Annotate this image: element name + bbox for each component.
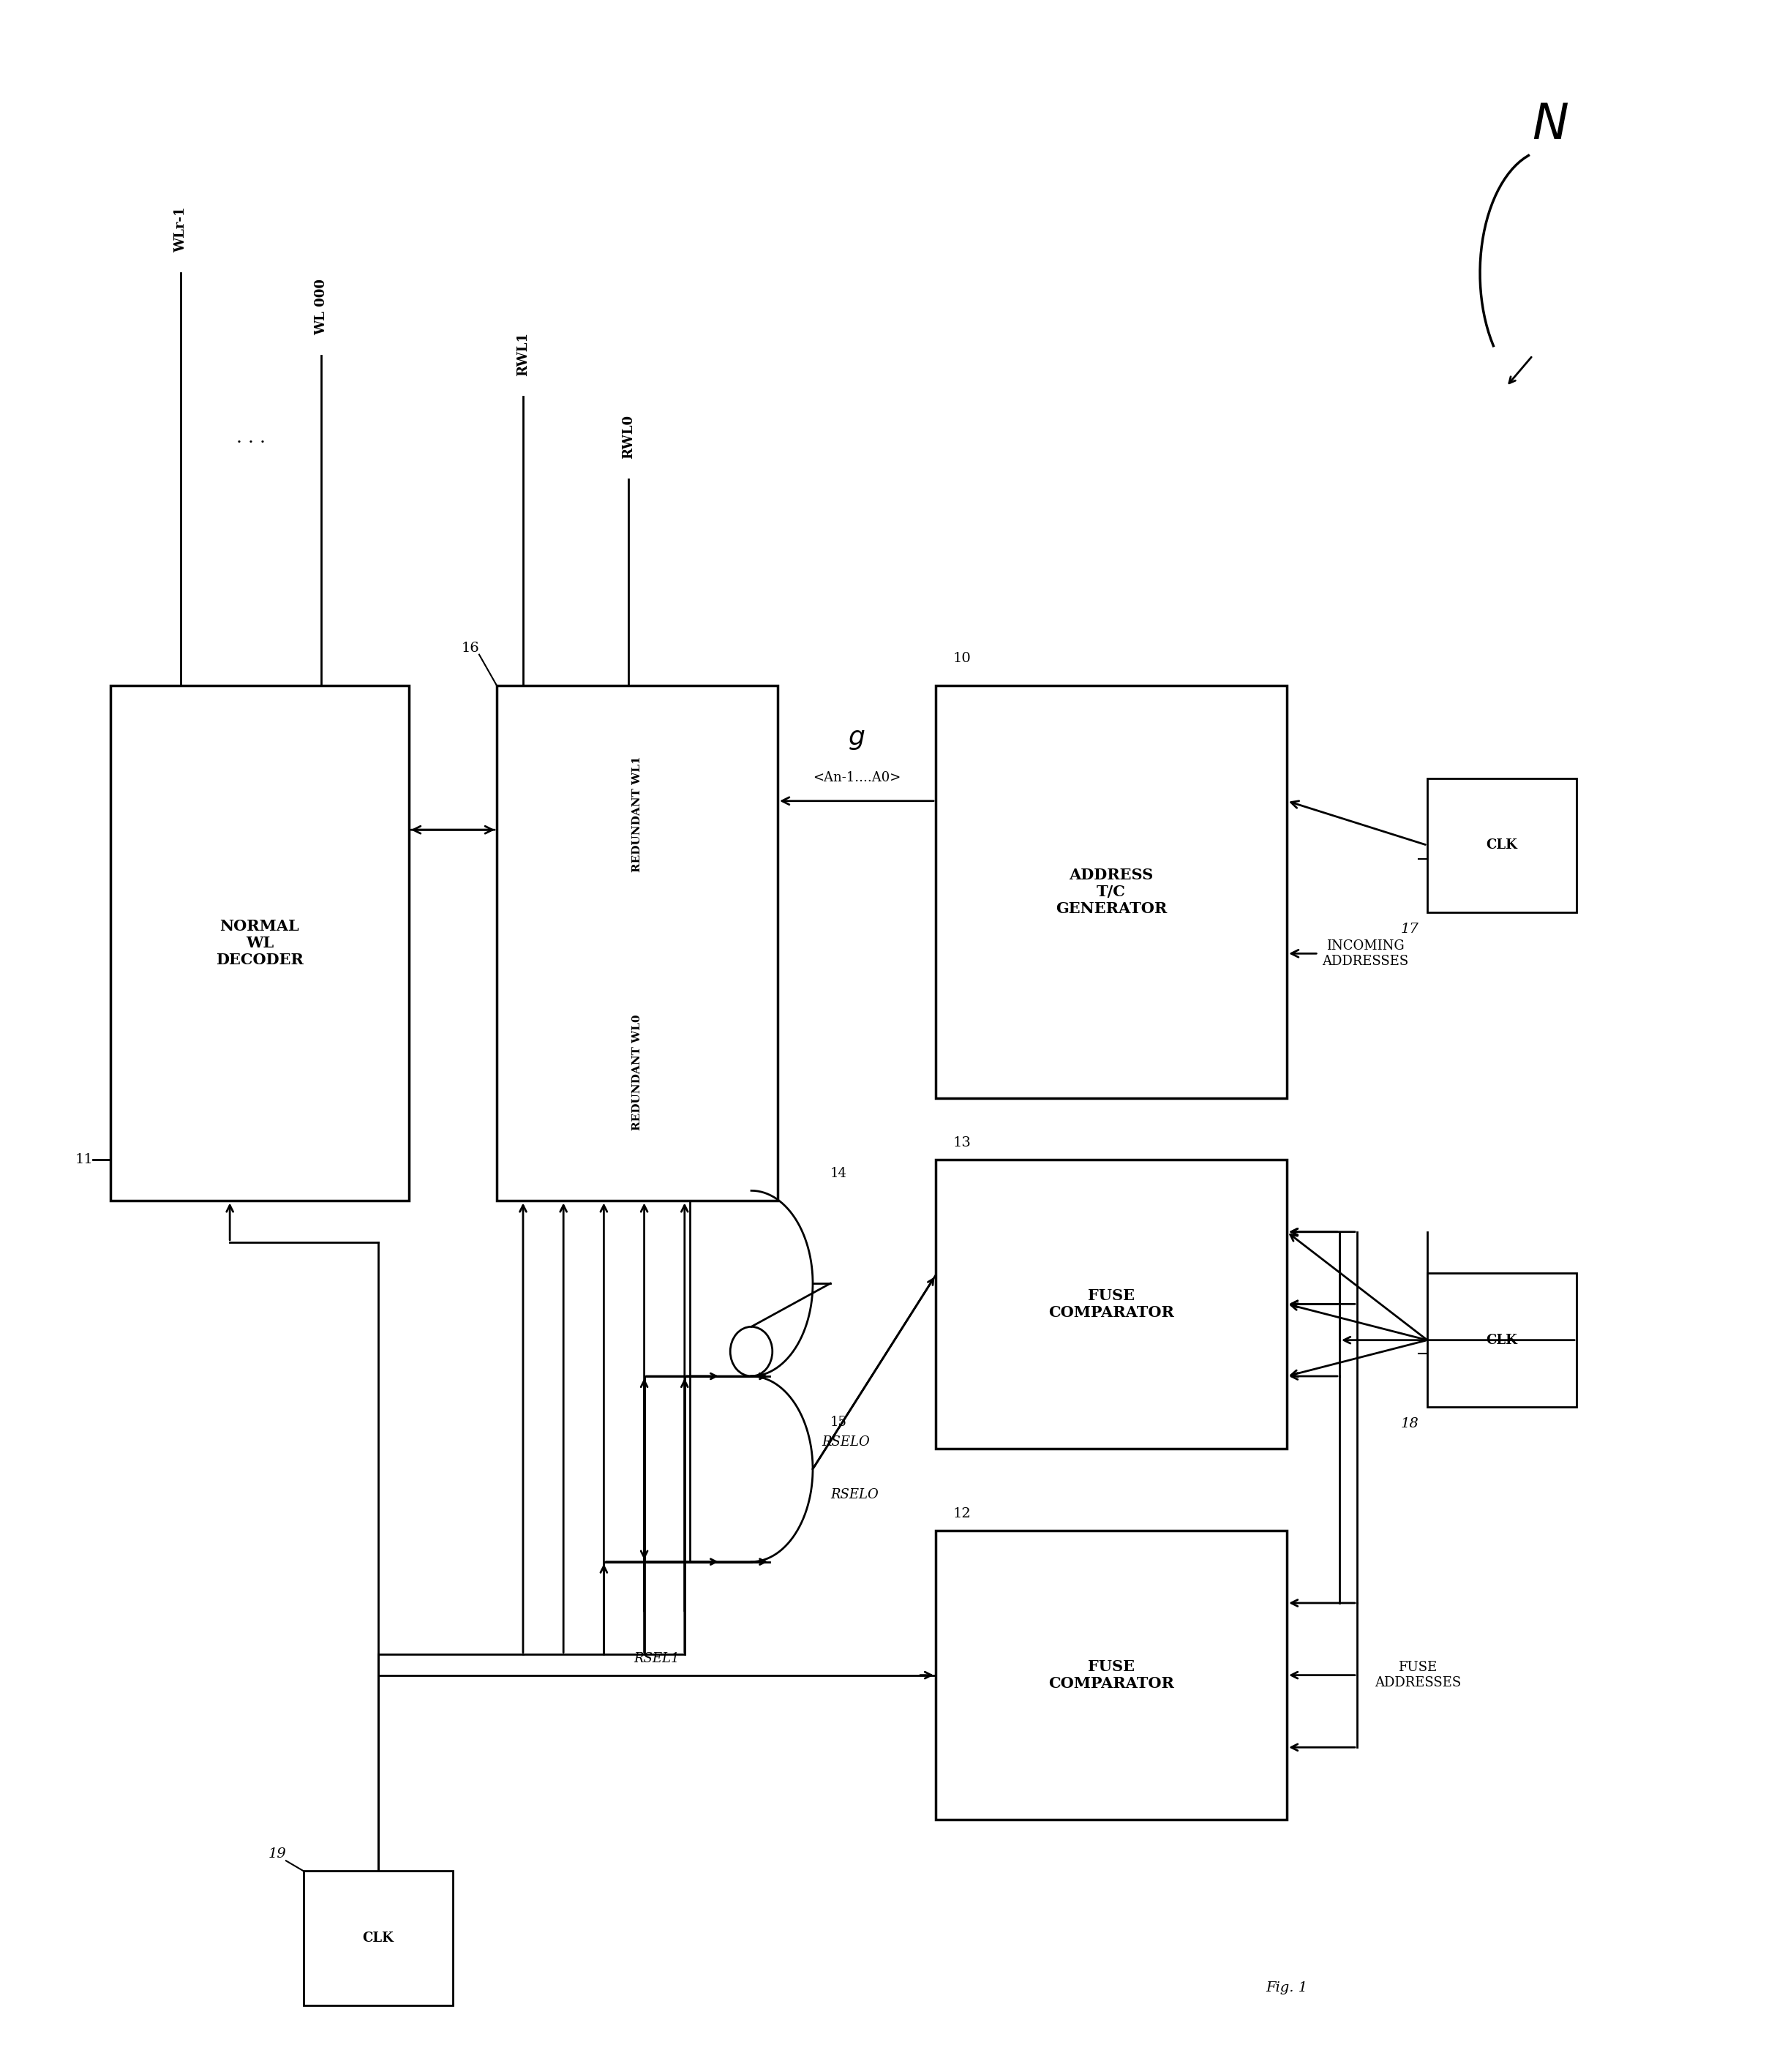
Bar: [936, 1531, 1287, 1819]
Bar: [304, 1871, 452, 2006]
Bar: [936, 1160, 1287, 1448]
Text: WL 000: WL 000: [314, 278, 328, 336]
Text: 10: 10: [954, 653, 971, 665]
Text: INCOMING
ADDRESSES: INCOMING ADDRESSES: [1323, 939, 1409, 968]
Text: 13: 13: [954, 1135, 971, 1150]
Text: $\mathit{N}$: $\mathit{N}$: [1531, 102, 1568, 149]
Text: $\mathit{g}$: $\mathit{g}$: [848, 727, 865, 752]
Text: . . .: . . .: [237, 429, 265, 445]
Text: 16: 16: [461, 642, 479, 655]
Text: 11: 11: [74, 1154, 94, 1167]
Bar: [1427, 1272, 1577, 1407]
Text: Fig. 1: Fig. 1: [1266, 1981, 1309, 1995]
Text: NORMAL
WL
DECODER: NORMAL WL DECODER: [215, 918, 304, 968]
Text: 15: 15: [830, 1415, 848, 1430]
Bar: [496, 686, 777, 1202]
Text: RWL0: RWL0: [622, 414, 636, 458]
Text: REDUNDANT WL1: REDUNDANT WL1: [632, 756, 643, 872]
Text: 18: 18: [1400, 1417, 1418, 1430]
Text: RSELO: RSELO: [830, 1488, 878, 1502]
Text: CLK: CLK: [1487, 1334, 1517, 1347]
Text: FUSE
ADDRESSES: FUSE ADDRESSES: [1374, 1662, 1460, 1689]
Text: RSEL1: RSEL1: [634, 1651, 680, 1666]
Text: CLK: CLK: [362, 1931, 394, 1946]
Text: 19: 19: [268, 1848, 286, 1861]
Text: WLr-1: WLr-1: [175, 207, 187, 253]
Bar: [936, 686, 1287, 1098]
Text: FUSE
COMPARATOR: FUSE COMPARATOR: [1049, 1660, 1174, 1691]
Text: ADDRESS
T/C
GENERATOR: ADDRESS T/C GENERATOR: [1056, 868, 1167, 916]
Bar: [1427, 779, 1577, 912]
Text: CLK: CLK: [1487, 839, 1517, 852]
Text: 17: 17: [1400, 922, 1418, 937]
Text: REDUNDANT WL0: REDUNDANT WL0: [632, 1013, 643, 1129]
Text: <An-1....A0>: <An-1....A0>: [812, 771, 901, 785]
Text: 12: 12: [954, 1506, 971, 1521]
Bar: [111, 686, 410, 1202]
Text: FUSE
COMPARATOR: FUSE COMPARATOR: [1049, 1289, 1174, 1320]
Text: RWL1: RWL1: [516, 332, 530, 377]
Text: 14: 14: [830, 1167, 848, 1181]
Text: RSELO: RSELO: [821, 1436, 869, 1448]
